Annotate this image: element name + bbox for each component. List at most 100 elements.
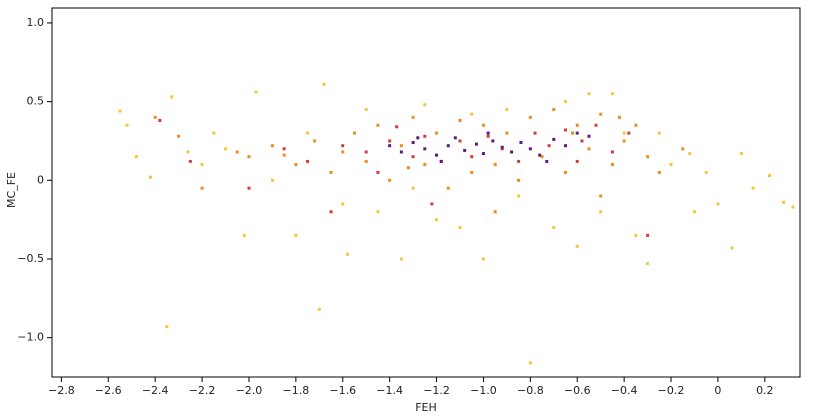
point <box>587 92 591 96</box>
point <box>282 153 286 157</box>
point <box>317 307 321 311</box>
point <box>376 170 380 174</box>
x-tick-label: −2.0 <box>236 384 263 397</box>
y-tick-label: 1.0 <box>27 16 45 29</box>
point <box>282 147 286 151</box>
point <box>453 136 457 140</box>
point <box>148 175 152 179</box>
point <box>622 131 626 135</box>
x-tick-label: −0.8 <box>517 384 544 397</box>
point <box>782 200 786 204</box>
x-tick-label: −0.2 <box>658 384 685 397</box>
point <box>575 131 579 135</box>
point <box>341 144 345 148</box>
point <box>533 131 537 135</box>
point <box>170 95 174 99</box>
point <box>364 107 368 111</box>
x-tick-label: −1.8 <box>283 384 310 397</box>
point <box>118 109 122 113</box>
point <box>411 155 415 159</box>
point <box>500 145 504 149</box>
point <box>505 107 509 111</box>
point <box>791 205 795 209</box>
x-tick-label: −2.6 <box>95 384 122 397</box>
point <box>768 174 772 178</box>
point <box>313 139 317 143</box>
point <box>416 136 420 140</box>
point <box>463 148 467 152</box>
point <box>165 325 169 329</box>
point <box>486 131 490 135</box>
point <box>610 150 614 154</box>
point <box>188 159 192 163</box>
point <box>458 139 462 143</box>
x-tick-label: −0.6 <box>564 384 591 397</box>
point <box>341 202 345 206</box>
x-tick-label: −1.2 <box>423 384 450 397</box>
point <box>345 252 349 256</box>
point <box>411 141 415 145</box>
point <box>571 131 575 135</box>
point <box>435 218 439 222</box>
point <box>423 147 427 151</box>
point <box>158 119 162 123</box>
point <box>470 155 474 159</box>
y-tick-label: 0.5 <box>27 95 45 108</box>
x-tick-label: −2.4 <box>142 384 169 397</box>
point <box>540 155 544 159</box>
point <box>470 112 474 116</box>
point <box>564 170 568 174</box>
point <box>247 186 251 190</box>
point <box>364 150 368 154</box>
point <box>235 150 239 154</box>
point <box>177 134 181 138</box>
point <box>646 233 650 237</box>
point <box>329 210 333 214</box>
point <box>704 170 708 174</box>
point <box>657 170 661 174</box>
point <box>423 163 427 167</box>
point <box>599 194 603 198</box>
point <box>575 159 579 163</box>
point <box>646 262 650 266</box>
point <box>716 202 720 206</box>
point <box>538 153 542 157</box>
point <box>446 186 450 190</box>
point <box>599 112 603 116</box>
point <box>435 153 439 157</box>
point <box>399 144 403 148</box>
point <box>580 139 584 143</box>
point <box>517 178 521 182</box>
point <box>552 107 556 111</box>
point <box>153 115 157 119</box>
point <box>322 82 326 86</box>
point <box>517 194 521 198</box>
point <box>528 361 532 365</box>
point <box>270 178 274 182</box>
point <box>587 147 591 151</box>
point <box>376 123 380 127</box>
point <box>388 139 392 143</box>
point <box>186 150 190 154</box>
point <box>388 144 392 148</box>
point <box>493 210 497 214</box>
point <box>481 123 485 127</box>
y-tick-label: −1.0 <box>17 331 44 344</box>
point <box>519 141 523 145</box>
point <box>395 125 399 129</box>
x-tick-label: −1.4 <box>376 384 403 397</box>
point <box>688 152 692 156</box>
point <box>388 178 392 182</box>
point <box>446 144 450 148</box>
point <box>423 134 427 138</box>
point <box>376 210 380 214</box>
point <box>493 163 497 167</box>
point <box>545 159 549 163</box>
point <box>247 155 251 159</box>
point <box>294 233 298 237</box>
point <box>552 137 556 141</box>
point <box>594 123 598 127</box>
point <box>669 163 673 167</box>
x-axis-label: FEH <box>415 401 437 414</box>
